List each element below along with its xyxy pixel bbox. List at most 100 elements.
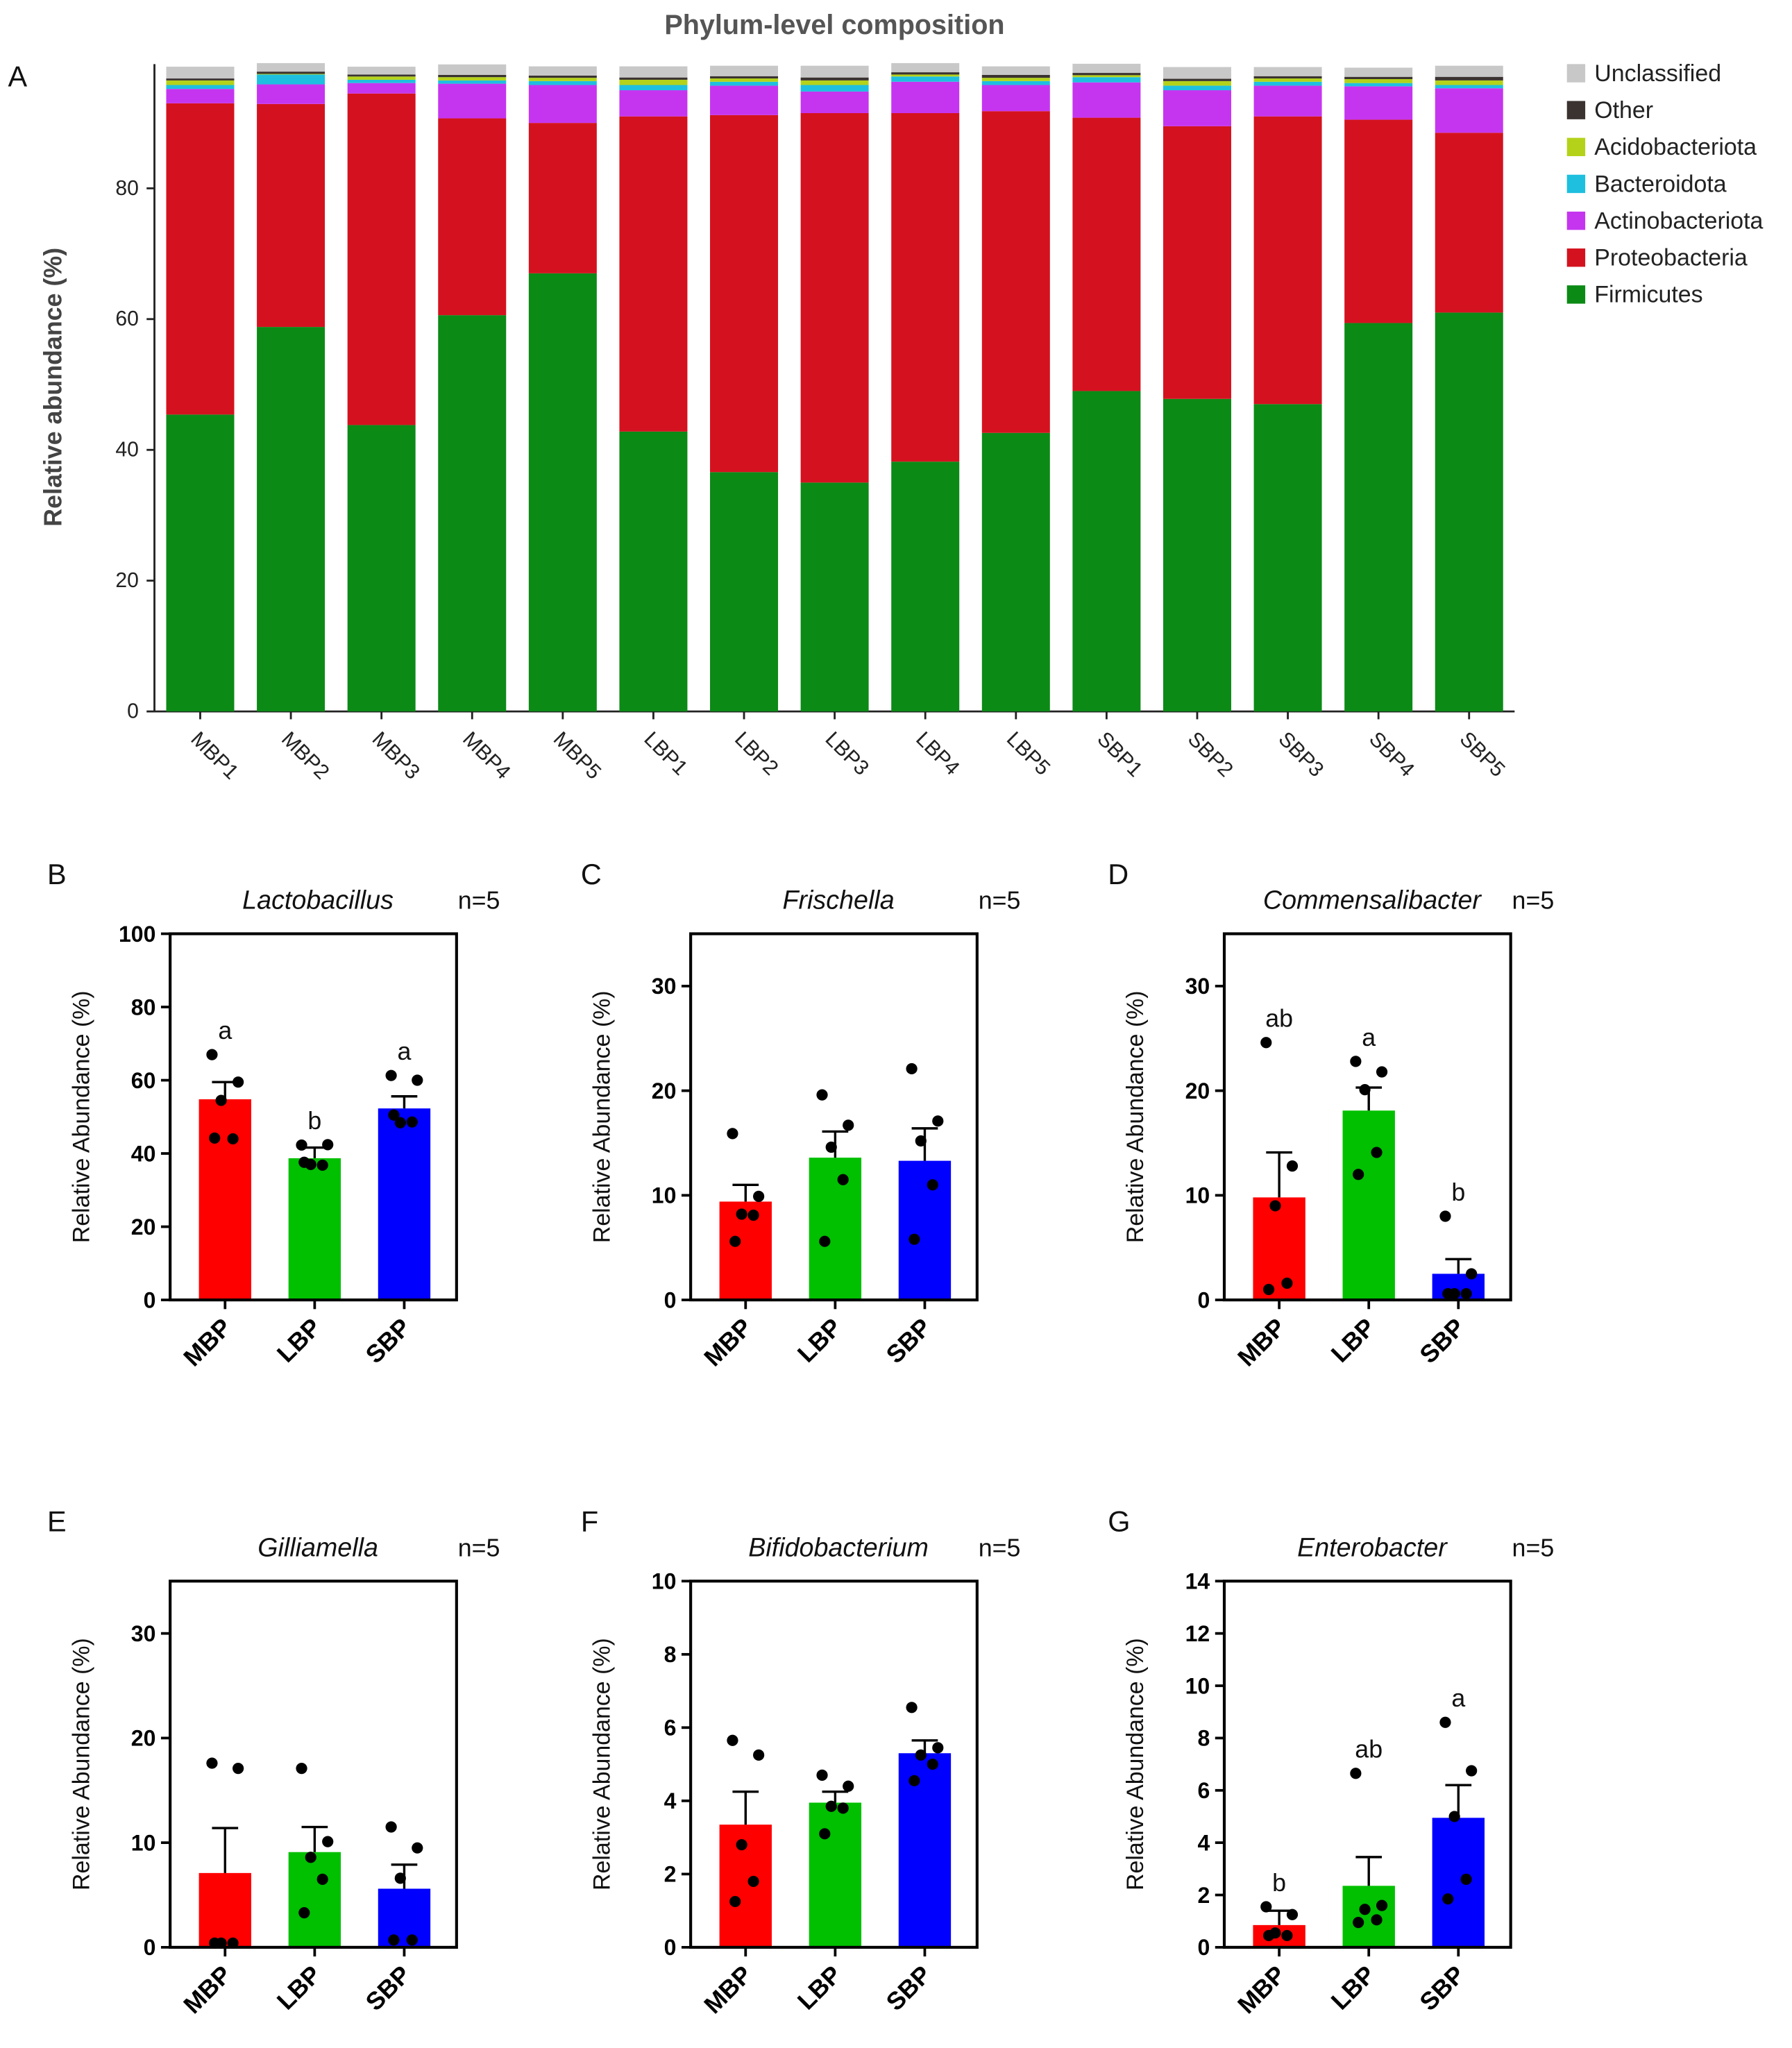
data-point bbox=[1286, 1160, 1299, 1172]
data-point bbox=[206, 1049, 218, 1060]
y-axis-label: Relative Abundance (%) bbox=[1122, 990, 1149, 1243]
data-point bbox=[908, 1775, 920, 1786]
bar-segment-bacteroidota bbox=[1435, 85, 1503, 89]
data-point bbox=[1353, 1169, 1364, 1180]
y-tick-label: 10 bbox=[1185, 1183, 1210, 1208]
bar-segment-acidobacteriota bbox=[981, 78, 1050, 81]
x-tick-label: MBP bbox=[1233, 1313, 1292, 1372]
bar-segment-actinobacteriota bbox=[891, 81, 960, 114]
x-tick-label: LBP5 bbox=[1002, 727, 1054, 779]
bar-segment-acidobacteriota bbox=[1253, 78, 1322, 82]
bar-segment-acidobacteriota bbox=[891, 74, 960, 77]
bar-segment-actinobacteriota bbox=[438, 83, 507, 119]
sample-size-label: n=5 bbox=[979, 887, 1021, 915]
bar-sbp bbox=[898, 1160, 952, 1301]
bar-segment-acidobacteriota bbox=[1435, 80, 1503, 85]
y-tick-label: 2 bbox=[664, 1862, 677, 1887]
bar-segment-bacteroidota bbox=[981, 81, 1050, 85]
data-point bbox=[1460, 1287, 1472, 1300]
bar-segment-actinobacteriota bbox=[710, 85, 779, 115]
panel-title: Gilliamella bbox=[257, 1532, 378, 1562]
data-point bbox=[908, 1233, 920, 1245]
data-point bbox=[296, 1763, 307, 1775]
bar-segment-bacteroidota bbox=[438, 80, 507, 84]
x-tick-label: MBP bbox=[699, 1313, 758, 1372]
bar-segment-proteobacteria bbox=[891, 113, 960, 462]
data-point bbox=[406, 1934, 418, 1946]
x-tick-label: LBP bbox=[1326, 1961, 1380, 2015]
data-point bbox=[233, 1076, 244, 1088]
bar-segment-proteobacteria bbox=[166, 103, 235, 415]
panel-title: Frischella bbox=[782, 886, 894, 915]
data-point bbox=[209, 1132, 221, 1144]
bar-sbp bbox=[378, 1108, 431, 1301]
y-tick-label: 0 bbox=[664, 1287, 677, 1312]
legend-label: Firmicutes bbox=[1594, 282, 1702, 308]
panel-label: D bbox=[1108, 858, 1129, 890]
y-tick-label: 4 bbox=[664, 1788, 677, 1813]
bar-segment-acidobacteriota bbox=[347, 76, 416, 80]
panel-label: G bbox=[1108, 1505, 1130, 1538]
bar-segment-acidobacteriota bbox=[1072, 75, 1141, 78]
plot-frame bbox=[169, 1580, 458, 1949]
plot-frame bbox=[1222, 1580, 1512, 1949]
x-tick-label: LBP bbox=[792, 1313, 847, 1368]
legend-swatch bbox=[1566, 101, 1586, 119]
x-tick-label: LBP bbox=[271, 1313, 326, 1368]
data-point bbox=[747, 1209, 759, 1221]
bar-segment-proteobacteria bbox=[347, 93, 416, 425]
data-point bbox=[406, 1116, 418, 1128]
y-tick-label: 60 bbox=[131, 1068, 156, 1093]
x-tick-label: SBP5 bbox=[1455, 727, 1510, 781]
legend-label: Unclassified bbox=[1594, 60, 1721, 87]
x-tick-label: MBP4 bbox=[458, 727, 514, 784]
panel-d: D Commensalibacter n=5 Relative Abundance (… bbox=[1108, 858, 1554, 1372]
y-tick-label: 40 bbox=[115, 439, 139, 462]
panel-b: B Lactobacillus n=5 Relative Abundance (%) 0… bbox=[47, 858, 500, 1372]
bar-segment-unclassified bbox=[710, 65, 779, 76]
bar-segment-proteobacteria bbox=[257, 103, 326, 328]
bar-segment-unclassified bbox=[347, 67, 416, 75]
bar-segment-proteobacteria bbox=[438, 118, 507, 316]
legend-swatch bbox=[1566, 285, 1586, 304]
data-point bbox=[1260, 1901, 1272, 1913]
sample-size-label: n=5 bbox=[1512, 887, 1555, 915]
bar-segment-other bbox=[710, 76, 779, 79]
x-tick-label: LBP1 bbox=[639, 727, 691, 779]
bar-segment-proteobacteria bbox=[981, 111, 1050, 433]
data-point bbox=[1460, 1873, 1472, 1886]
x-tick-label: SBP bbox=[1414, 1961, 1470, 2016]
data-point bbox=[305, 1852, 316, 1863]
data-point bbox=[1286, 1909, 1299, 1920]
data-point bbox=[1439, 1210, 1451, 1222]
bar-segment-unclassified bbox=[1344, 67, 1413, 77]
x-tick-label: MBP bbox=[178, 1313, 237, 1372]
sample-size-label: n=5 bbox=[458, 1534, 500, 1562]
bar-segment-other bbox=[347, 74, 416, 77]
bar-lbp bbox=[288, 1852, 341, 1947]
y-tick-label: 6 bbox=[664, 1716, 677, 1741]
y-axis-label: Relative Abundance (%) bbox=[1122, 1638, 1149, 1890]
bar-segment-bacteroidota bbox=[347, 79, 416, 83]
data-point bbox=[816, 1769, 828, 1782]
y-axis-label: Relative abundance (%) bbox=[40, 248, 67, 527]
significance-letter: ab bbox=[1265, 1005, 1293, 1033]
bar-segment-proteobacteria bbox=[528, 123, 597, 273]
bar-sbp bbox=[1432, 1818, 1485, 1947]
panel-label: C bbox=[581, 858, 602, 890]
bar-segment-actinobacteriota bbox=[257, 84, 326, 104]
y-tick-label: 40 bbox=[131, 1141, 156, 1166]
y-tick-label: 0 bbox=[1197, 1935, 1210, 1960]
y-tick-label: 20 bbox=[131, 1215, 156, 1239]
panel-title: Lactobacillus bbox=[242, 886, 394, 915]
x-tick-label: SBP1 bbox=[1092, 727, 1147, 781]
bar-segment-acidobacteriota bbox=[166, 80, 235, 85]
data-point bbox=[932, 1742, 944, 1754]
bar-segment-bacteroidota bbox=[891, 76, 960, 82]
data-point bbox=[322, 1836, 334, 1847]
bar-segment-actinobacteriota bbox=[1253, 85, 1322, 117]
legend-label: Acidobacteriota bbox=[1594, 134, 1757, 160]
bar-sbp bbox=[378, 1888, 431, 1947]
bar-segment-firmicutes bbox=[528, 273, 597, 712]
y-tick-label: 20 bbox=[652, 1078, 677, 1103]
